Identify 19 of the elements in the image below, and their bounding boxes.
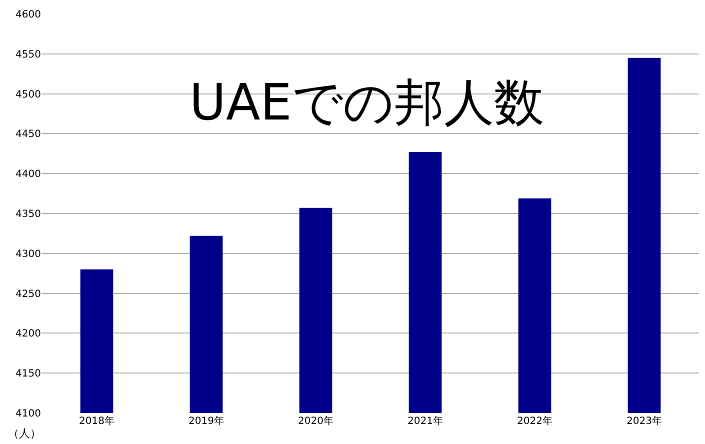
text: UAEでの邦人数 (189, 73, 544, 132)
y-tick-label: 4550 (16, 49, 41, 60)
y-tick-label: 4400 (16, 169, 41, 180)
x-tick-label: 2023年 (626, 415, 662, 427)
y-tick-label: 4600 (16, 10, 41, 20)
y-tick-label: 4300 (16, 248, 41, 260)
x-tick-label: 2018年 (79, 415, 114, 427)
x-tick-label: 2022年 (517, 415, 552, 427)
x-tick-label: 2020年 (298, 415, 334, 427)
y-tick-label: 4150 (16, 368, 41, 380)
y-tick-label: 4200 (16, 328, 41, 340)
y-tick-label: 4350 (16, 209, 41, 220)
text: （人） (8, 427, 41, 440)
x-tick-label: 2021年 (408, 415, 443, 427)
y-tick-label: 4250 (16, 288, 41, 300)
x-tick-label: 2019年 (188, 415, 224, 427)
y-tick-label: 4450 (16, 129, 41, 140)
y-tick-label: 4500 (16, 89, 41, 100)
y-tick-label: 4100 (16, 408, 41, 420)
